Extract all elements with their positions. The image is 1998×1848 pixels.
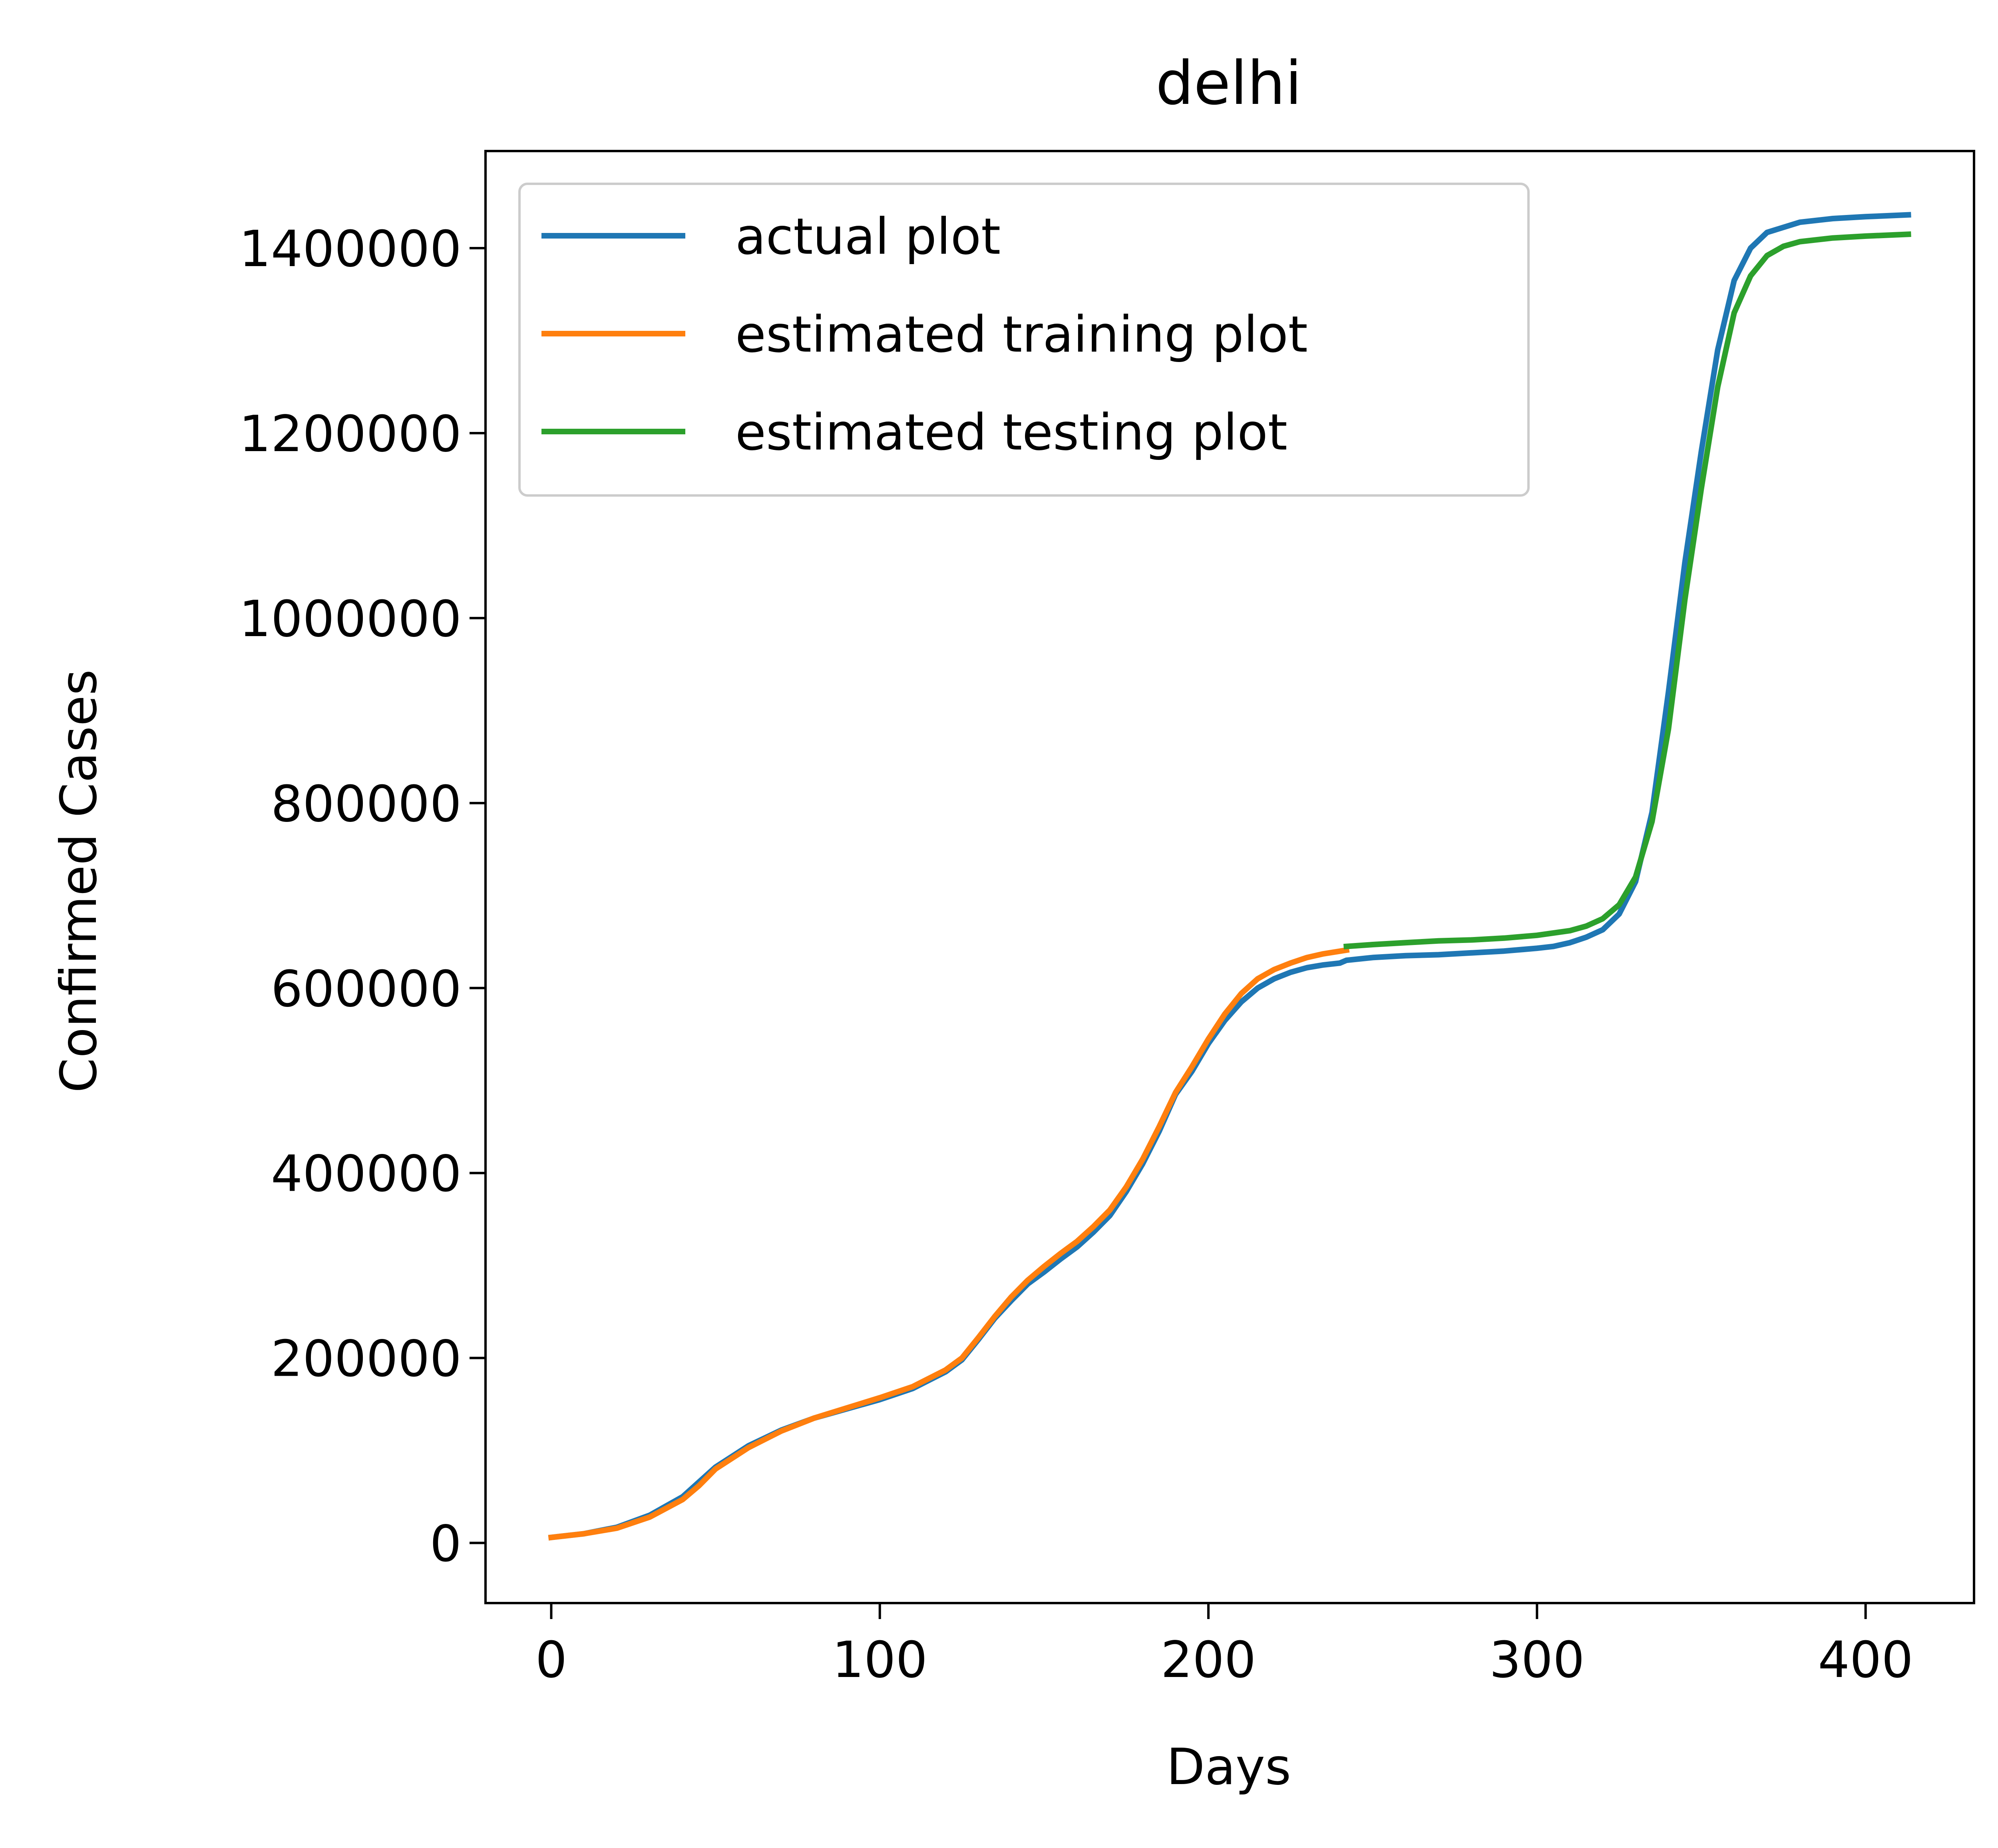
x-tick-label: 0 <box>535 1631 567 1689</box>
legend-label-2: estimated testing plot <box>735 404 1288 462</box>
legend-label-1: estimated training plot <box>735 306 1308 364</box>
y-tick-label: 1000000 <box>239 590 462 648</box>
x-tick-label: 200 <box>1161 1631 1256 1689</box>
y-tick-label: 200000 <box>271 1330 462 1388</box>
legend: actual plot estimated training plot estima… <box>518 183 1530 497</box>
chart-title: delhi <box>1156 49 1302 118</box>
y-tick-label: 600000 <box>271 960 462 1018</box>
series-line-1 <box>548 947 1350 1541</box>
y-tick-label: 800000 <box>271 775 462 833</box>
y-tick-label: 1200000 <box>239 405 462 463</box>
x-axis-label: Days <box>1166 1738 1291 1796</box>
plot-area <box>548 212 1911 1541</box>
plot-frame <box>484 150 1975 1604</box>
legend-box <box>518 183 1530 497</box>
x-axis: 0 100 200 300 400 <box>535 1603 1913 1689</box>
legend-label-0: actual plot <box>735 208 1001 266</box>
x-tick-label: 100 <box>832 1631 927 1689</box>
x-tick-label: 400 <box>1818 1631 1913 1689</box>
y-tick-label: 1400000 <box>239 220 462 278</box>
y-axis: 0 200000 400000 600000 800000 1000000 1200000 1… <box>239 220 486 1573</box>
x-tick-label: 300 <box>1489 1631 1585 1689</box>
series-line-2 <box>1343 231 1911 950</box>
y-axis-label: Confirmed Cases <box>50 669 108 1093</box>
y-tick-label: 0 <box>430 1515 462 1573</box>
y-tick-label: 400000 <box>271 1145 462 1203</box>
